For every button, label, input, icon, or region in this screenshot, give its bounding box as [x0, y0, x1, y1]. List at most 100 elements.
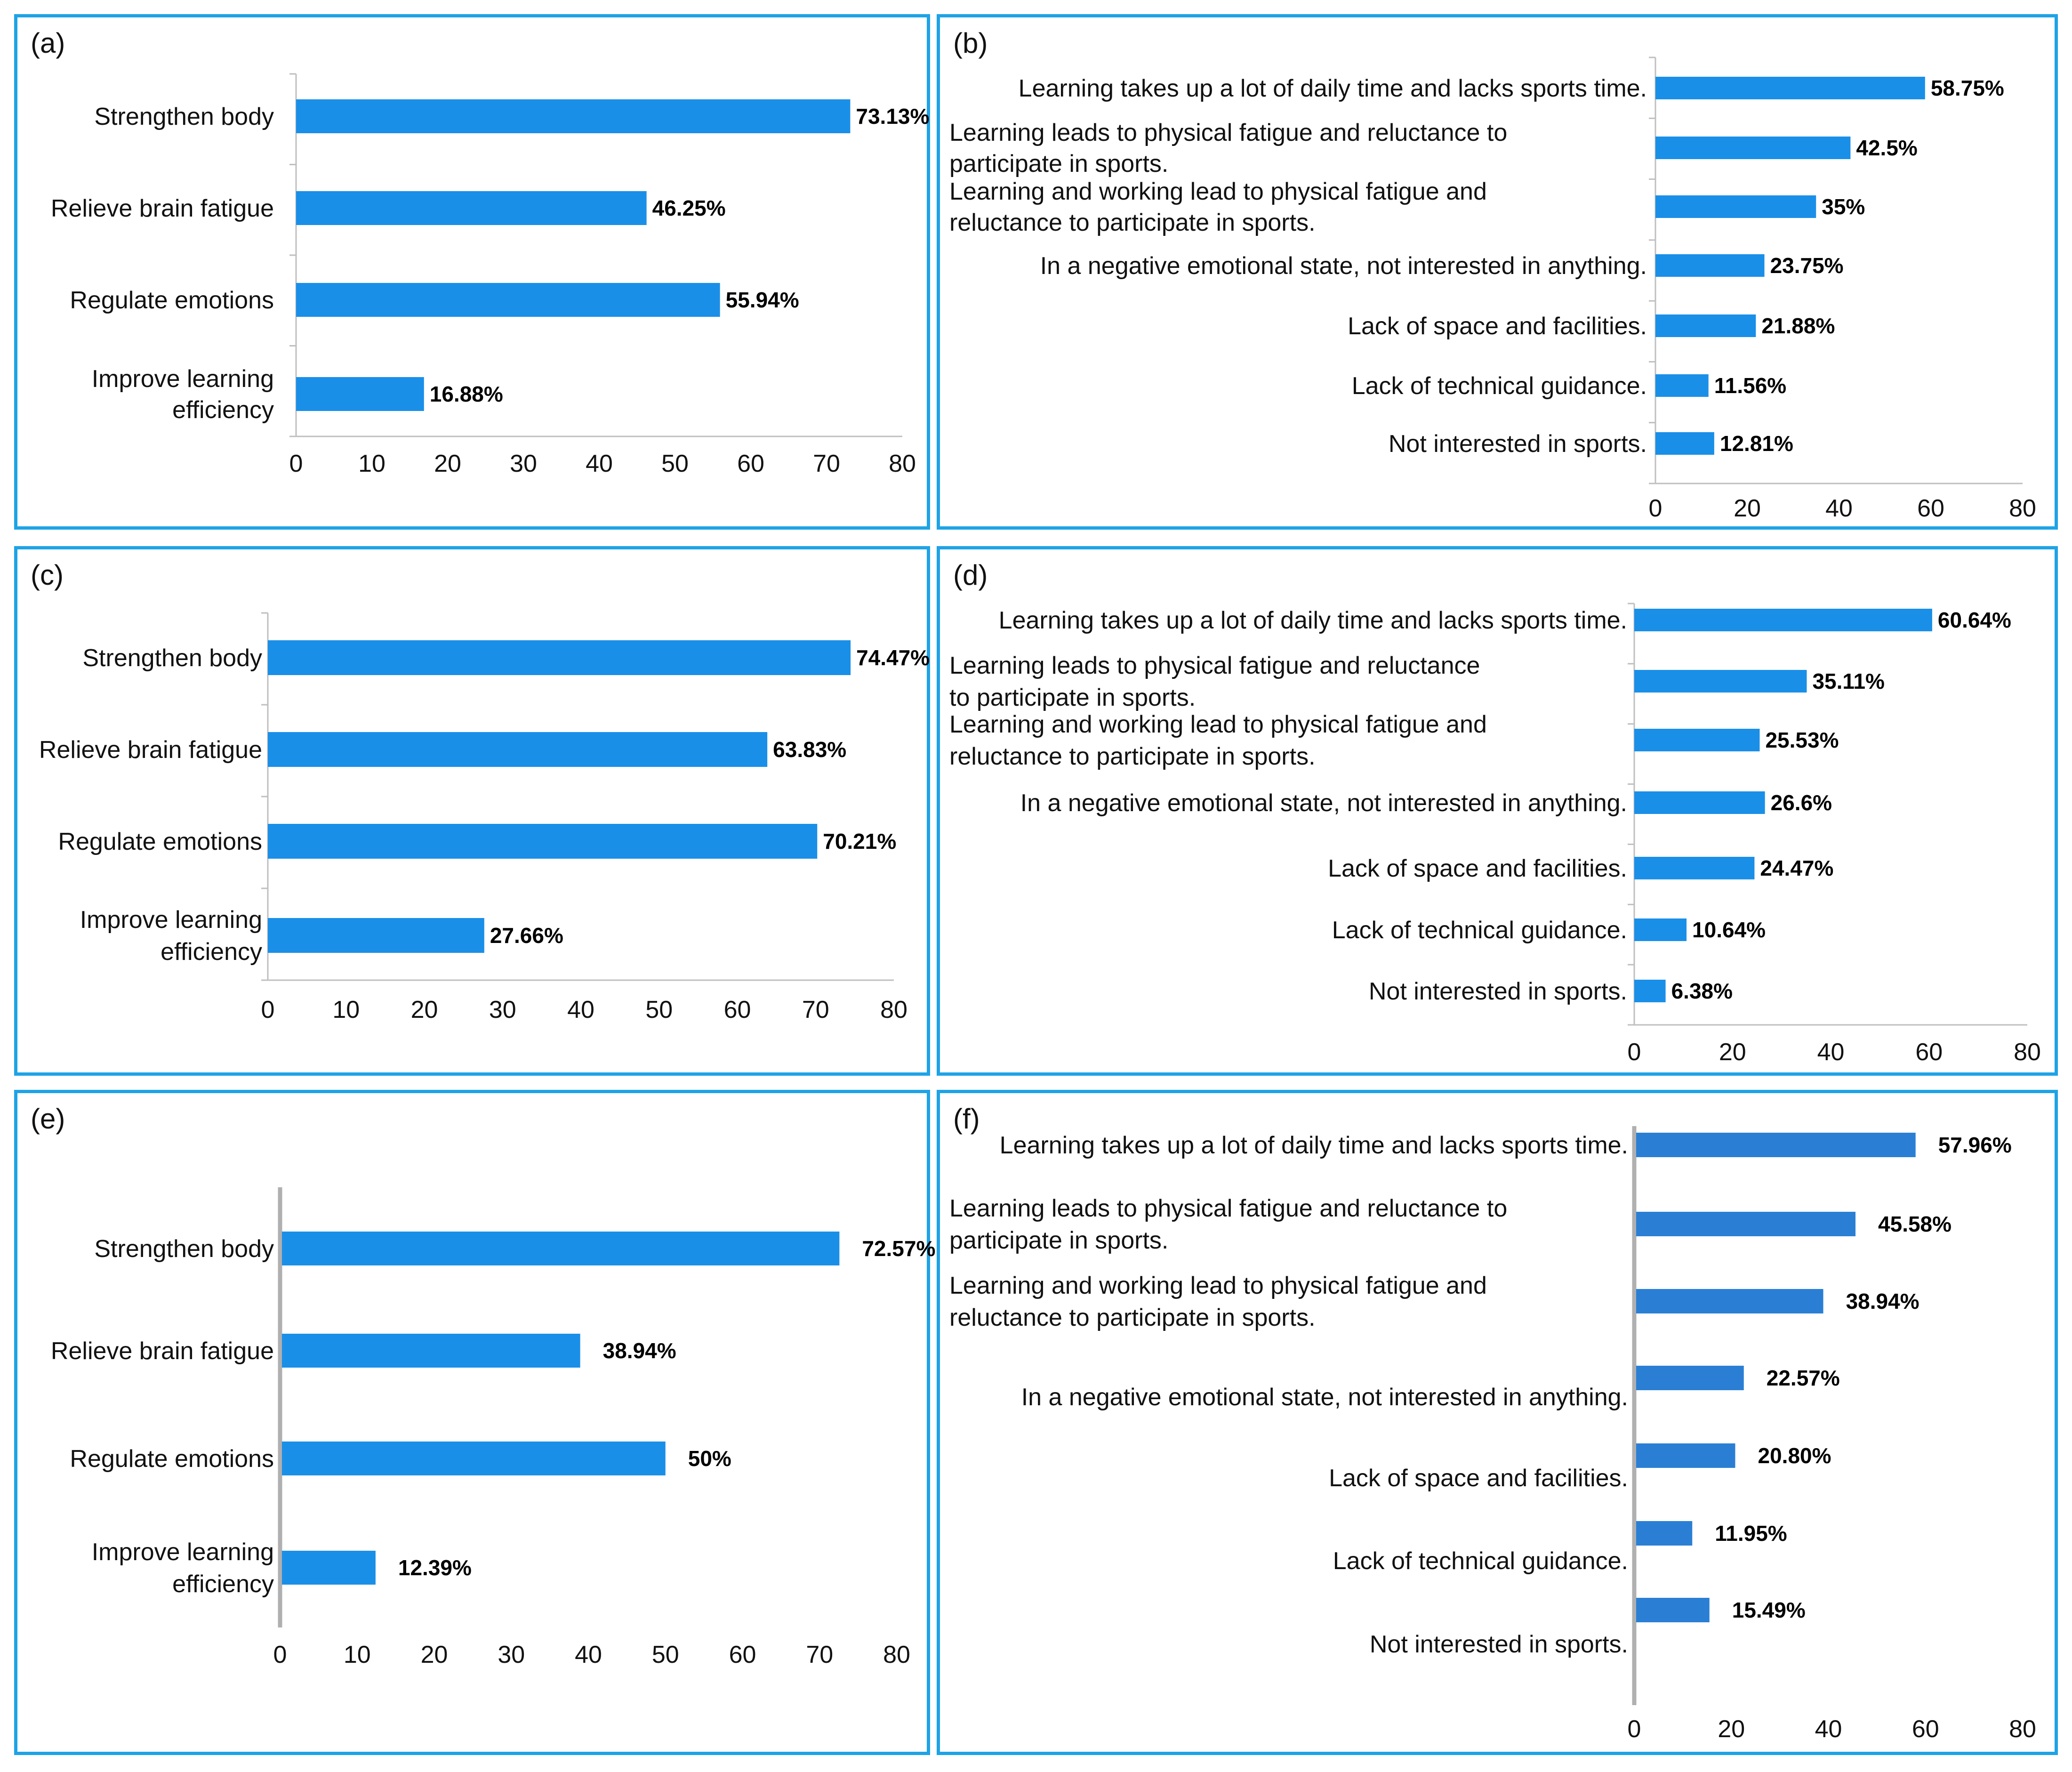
- category-label-b-1: participate in sports.: [949, 150, 1168, 177]
- x-tick-label-d-1: 20: [1719, 1039, 1746, 1066]
- bar-b-2: [1655, 195, 1816, 218]
- value-label-d-0: 60.64%: [1938, 608, 2011, 632]
- value-label-f-2: 38.94%: [1846, 1289, 1919, 1313]
- category-label-b-5: Lack of technical guidance.: [1352, 372, 1647, 400]
- value-label-f-4: 20.80%: [1758, 1443, 1831, 1468]
- value-label-e-3: 12.39%: [398, 1555, 472, 1580]
- bar-e-3: [282, 1551, 376, 1585]
- value-label-f-5: 11.95%: [1715, 1521, 1787, 1546]
- bar-b-5: [1655, 374, 1709, 397]
- value-label-e-2: 50%: [688, 1446, 731, 1471]
- category-label-c-3: Improve learning: [80, 906, 262, 934]
- bar-f-2: [1636, 1289, 1823, 1313]
- panel-label-d: (d): [953, 559, 988, 591]
- category-label-d-0: Learning takes up a lot of daily time an…: [999, 607, 1627, 634]
- value-label-f-1: 45.58%: [1878, 1212, 1952, 1236]
- bar-b-0: [1655, 77, 1925, 99]
- panel-label-b: (b): [953, 27, 988, 59]
- x-tick-label-b-3: 60: [1917, 495, 1944, 522]
- panel-f: (f) 57.96% Learning takes up a lot of dai…: [937, 1090, 2058, 1755]
- category-label-e-2: Regulate emotions: [70, 1445, 274, 1473]
- x-tick-label-b-2: 40: [1825, 495, 1853, 522]
- value-label-b-3: 23.75%: [1770, 253, 1844, 278]
- bar-f-3: [1636, 1366, 1744, 1390]
- x-tick-label-d-4: 80: [2014, 1039, 2041, 1066]
- value-label-a-2: 55.94%: [726, 288, 799, 312]
- panel-a: (a) 73.13% Strengthen body 46.25% Relieve b…: [14, 14, 930, 530]
- panel-label-a: (a): [31, 27, 65, 59]
- x-tick-label-c-2: 20: [411, 996, 438, 1023]
- bar-d-2: [1634, 729, 1760, 751]
- category-label-e-1: Relieve brain fatigue: [51, 1337, 274, 1365]
- bar-c-0: [268, 640, 851, 675]
- value-label-e-0: 72.57%: [862, 1236, 935, 1261]
- panel-b: (b) 58.75% Learning takes up a lot of dai…: [937, 14, 2058, 530]
- x-tick-label-a-5: 50: [661, 450, 689, 477]
- bar-a-1: [296, 191, 647, 225]
- bar-d-3: [1634, 791, 1765, 814]
- bar-d-5: [1634, 918, 1687, 941]
- category-label-c-0: Strengthen body: [82, 644, 262, 672]
- category-label-d-2: Learning and working lead to physical fa…: [949, 711, 1487, 738]
- bar-d-1: [1634, 670, 1807, 693]
- x-tick-label-e-8: 80: [883, 1641, 910, 1668]
- x-tick-label-c-4: 40: [567, 996, 594, 1023]
- category-label-f-4: Lack of space and facilities.: [1329, 1465, 1628, 1492]
- value-label-c-2: 70.21%: [823, 829, 896, 854]
- x-tick-label-c-6: 60: [724, 996, 751, 1023]
- x-tick-label-b-1: 20: [1734, 495, 1761, 522]
- x-tick-label-e-4: 40: [575, 1641, 602, 1668]
- category-label-a-3: efficiency: [172, 396, 274, 424]
- bar-b-3: [1655, 254, 1765, 277]
- bar-c-2: [268, 824, 818, 859]
- bar-d-4: [1634, 857, 1755, 879]
- x-tick-label-e-2: 20: [421, 1641, 448, 1668]
- bar-a-0: [296, 99, 851, 133]
- x-tick-label-e-0: 0: [273, 1641, 287, 1668]
- panel-label-c: (c): [31, 559, 64, 591]
- x-tick-label-a-6: 60: [737, 450, 764, 477]
- x-tick-label-d-2: 40: [1817, 1039, 1845, 1066]
- value-label-a-0: 73.13%: [856, 104, 929, 129]
- x-tick-label-c-0: 0: [261, 996, 275, 1023]
- category-label-d-4: Lack of space and facilities.: [1328, 855, 1627, 882]
- category-label-f-1: Learning leads to physical fatigue and r…: [949, 1195, 1507, 1222]
- chart-f: 57.96% Learning takes up a lot of daily t…: [949, 1126, 2036, 1743]
- bar-e-2: [282, 1442, 666, 1475]
- x-tick-label-a-8: 80: [889, 450, 916, 477]
- value-label-e-1: 38.94%: [603, 1338, 676, 1363]
- category-label-f-5: Lack of technical guidance.: [1333, 1547, 1628, 1575]
- x-tick-label-a-4: 40: [586, 450, 613, 477]
- x-tick-label-a-7: 70: [813, 450, 840, 477]
- bar-f-6: [1636, 1598, 1710, 1622]
- bar-f-1: [1636, 1212, 1856, 1236]
- value-label-f-3: 22.57%: [1767, 1366, 1840, 1390]
- value-label-b-0: 58.75%: [1931, 76, 2004, 100]
- category-label-d-2: reluctance to participate in sports.: [949, 743, 1316, 770]
- category-label-f-3: In a negative emotional state, not inter…: [1021, 1384, 1628, 1411]
- category-label-c-1: Relieve brain fatigue: [39, 736, 262, 764]
- value-label-c-1: 63.83%: [773, 737, 846, 762]
- category-label-f-0: Learning takes up a lot of daily time an…: [1000, 1132, 1628, 1159]
- category-label-e-3: efficiency: [172, 1571, 274, 1598]
- x-tick-label-c-5: 50: [645, 996, 673, 1023]
- x-tick-label-a-0: 0: [289, 450, 303, 477]
- value-label-b-4: 21.88%: [1761, 314, 1835, 338]
- category-label-b-0: Learning takes up a lot of daily time an…: [1019, 75, 1647, 102]
- category-label-f-2: Learning and working lead to physical fa…: [949, 1272, 1487, 1299]
- x-tick-label-c-8: 80: [880, 996, 908, 1023]
- chart-c: 74.47% Strengthen body 63.83% Relieve brain…: [39, 612, 930, 1023]
- category-label-f-1: participate in sports.: [949, 1227, 1168, 1254]
- chart-d: 60.64% Learning takes up a lot of daily t…: [949, 603, 2041, 1066]
- bar-e-0: [282, 1232, 840, 1265]
- value-label-d-5: 10.64%: [1692, 918, 1766, 942]
- value-label-c-0: 74.47%: [856, 645, 930, 670]
- category-label-e-0: Strengthen body: [94, 1235, 274, 1263]
- x-tick-label-e-5: 50: [652, 1641, 679, 1668]
- x-tick-label-f-2: 40: [1815, 1716, 1842, 1743]
- x-tick-label-c-1: 10: [332, 996, 360, 1023]
- x-tick-label-e-3: 30: [498, 1641, 525, 1668]
- panel-d: (d) 60.64% Learning takes up a lot of dai…: [937, 546, 2058, 1076]
- x-tick-label-e-1: 10: [344, 1641, 371, 1668]
- bar-f-5: [1636, 1521, 1693, 1546]
